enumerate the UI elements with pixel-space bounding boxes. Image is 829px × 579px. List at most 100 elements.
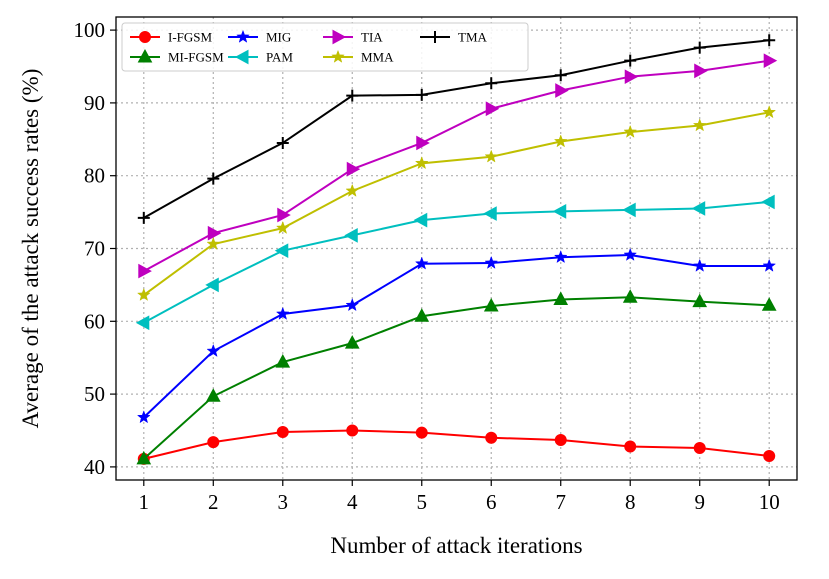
x-axis-title: Number of attack iterations bbox=[330, 533, 582, 558]
x-tick-label: 7 bbox=[555, 490, 566, 514]
legend-label: MMA bbox=[361, 50, 394, 65]
data-point-tia bbox=[207, 225, 222, 241]
legend-entry-mma: MMA bbox=[323, 50, 394, 65]
data-point-tia bbox=[555, 83, 569, 98]
series-tia bbox=[138, 53, 778, 279]
legend-label: TIA bbox=[361, 30, 383, 45]
legend-marker bbox=[332, 29, 347, 45]
data-point-mi-fgsm bbox=[553, 291, 569, 305]
legend-marker bbox=[236, 29, 250, 43]
series-tma bbox=[137, 34, 776, 224]
data-point-pam bbox=[622, 202, 636, 218]
data-point-mma bbox=[692, 118, 707, 132]
series-mig bbox=[136, 247, 777, 424]
data-point-mig bbox=[623, 247, 638, 261]
data-point-mma bbox=[275, 220, 290, 234]
legend-marker bbox=[429, 31, 441, 43]
legend-label: MIG bbox=[266, 30, 291, 45]
data-point-i-fgsm bbox=[346, 424, 359, 437]
y-tick-label: 40 bbox=[84, 455, 105, 479]
series-line-i-fgsm bbox=[143, 429, 770, 460]
y-tick-label: 70 bbox=[84, 237, 105, 261]
data-point-pam bbox=[135, 315, 150, 331]
data-point-mi-fgsm bbox=[136, 450, 152, 465]
x-tick-label: 10 bbox=[759, 490, 780, 514]
data-point-tia bbox=[485, 101, 500, 117]
data-point-mi-fgsm bbox=[692, 293, 708, 308]
legend-marker bbox=[139, 31, 151, 43]
y-axis-title: Average of the attack success rates (%) bbox=[18, 69, 43, 429]
data-point-mig bbox=[692, 258, 707, 272]
data-point-i-fgsm bbox=[207, 436, 220, 449]
x-tick-label: 2 bbox=[208, 490, 219, 514]
data-point-i-fgsm bbox=[554, 433, 567, 446]
data-point-pam bbox=[761, 194, 775, 210]
data-point-tma bbox=[693, 41, 706, 54]
data-point-mma bbox=[206, 236, 221, 250]
data-point-pam bbox=[344, 228, 358, 243]
series-line-pam bbox=[143, 200, 770, 324]
data-point-pam bbox=[483, 206, 497, 221]
x-tick-label: 6 bbox=[486, 490, 497, 514]
series-line-tia bbox=[143, 59, 770, 272]
data-point-mma bbox=[484, 149, 499, 163]
series-line-mig bbox=[143, 254, 770, 419]
legend-entry-mi-fgsm: MI-FGSM bbox=[130, 48, 224, 65]
legend-marker bbox=[234, 49, 249, 65]
data-point-mig bbox=[136, 410, 151, 424]
grid-lines bbox=[116, 17, 797, 480]
data-point-mi-fgsm bbox=[622, 289, 638, 303]
series-lines bbox=[135, 34, 778, 465]
data-point-tia bbox=[416, 135, 430, 151]
legend: I-FGSM MI-FGSM MIG PAM TIA MMA TMA bbox=[121, 22, 529, 72]
series-mma bbox=[136, 105, 777, 301]
data-point-i-fgsm bbox=[693, 441, 706, 454]
data-point-i-fgsm bbox=[485, 431, 498, 444]
data-point-mi-fgsm bbox=[205, 388, 221, 402]
y-tick-label: 100 bbox=[74, 18, 106, 42]
data-point-tma bbox=[415, 88, 428, 101]
series-line-mma bbox=[143, 111, 770, 296]
data-point-pam bbox=[552, 204, 567, 219]
data-point-tma bbox=[346, 89, 359, 102]
y-tick-label: 80 bbox=[84, 164, 105, 188]
data-point-i-fgsm bbox=[763, 449, 776, 462]
legend-label: I-FGSM bbox=[168, 30, 213, 45]
data-point-tia bbox=[694, 63, 708, 79]
data-point-pam bbox=[413, 212, 428, 228]
data-point-i-fgsm bbox=[415, 426, 428, 439]
series-line-tma bbox=[143, 39, 770, 219]
x-tick-label: 5 bbox=[417, 490, 428, 514]
x-tick-label: 4 bbox=[347, 490, 358, 514]
data-point-mma bbox=[414, 156, 429, 170]
data-point-tma bbox=[554, 69, 567, 82]
x-tick-label: 9 bbox=[694, 490, 705, 514]
legend-marker bbox=[331, 49, 345, 63]
legend-marker bbox=[137, 48, 153, 63]
legend-label: TMA bbox=[458, 30, 488, 45]
series-i-fgsm bbox=[137, 424, 776, 465]
data-point-mig bbox=[414, 256, 429, 270]
data-point-pam bbox=[691, 201, 706, 216]
data-point-mma bbox=[553, 134, 568, 148]
data-point-tma bbox=[485, 77, 498, 90]
data-point-mig bbox=[206, 343, 221, 357]
y-tick-label: 50 bbox=[84, 382, 105, 406]
data-point-mi-fgsm bbox=[483, 297, 499, 312]
legend-label: PAM bbox=[266, 50, 293, 65]
y-tick-label: 60 bbox=[84, 309, 105, 333]
legend-entry-i-fgsm: I-FGSM bbox=[130, 30, 213, 45]
y-tick-label: 90 bbox=[84, 91, 105, 115]
data-point-mig bbox=[484, 255, 499, 269]
x-tick-label: 8 bbox=[625, 490, 636, 514]
data-point-tma bbox=[624, 54, 637, 67]
data-point-tia bbox=[624, 69, 639, 85]
data-point-i-fgsm bbox=[624, 440, 637, 453]
data-point-tia bbox=[277, 207, 291, 223]
series-pam bbox=[135, 194, 775, 331]
data-point-tia bbox=[138, 263, 152, 279]
legend-entry-pam: PAM bbox=[228, 50, 293, 65]
data-point-tma bbox=[207, 172, 220, 185]
x-tick-label: 3 bbox=[278, 490, 289, 514]
